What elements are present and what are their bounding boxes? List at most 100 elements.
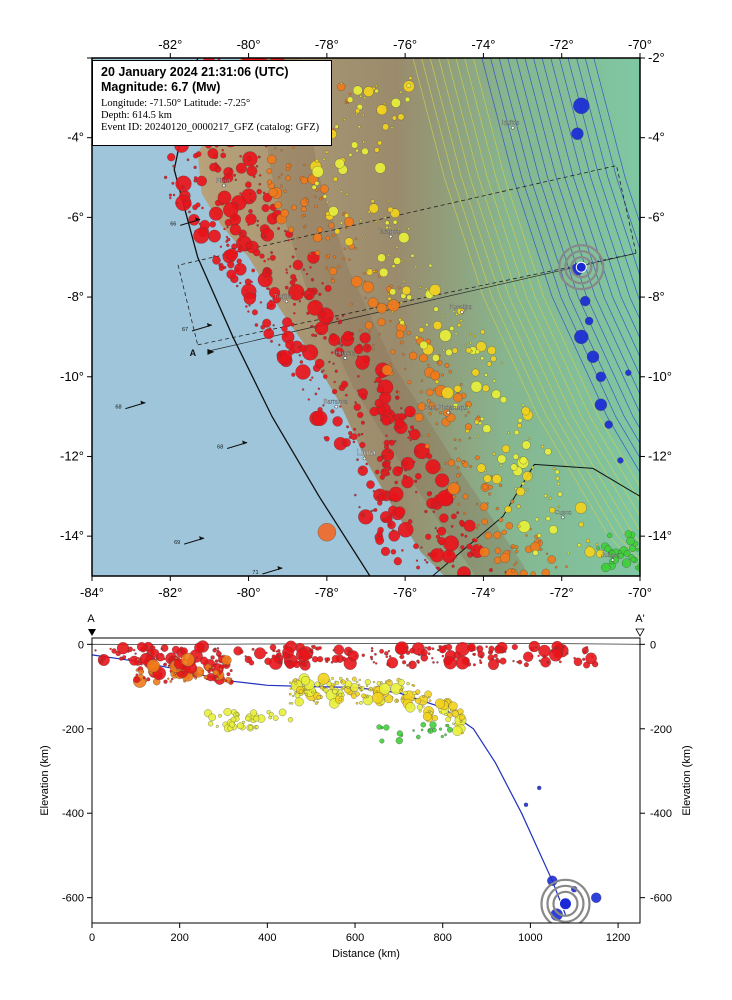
quake-marker <box>407 436 410 440</box>
quake-marker <box>461 460 465 464</box>
section-quake <box>523 802 529 807</box>
quake-marker <box>395 246 399 249</box>
quake-marker <box>463 519 476 532</box>
quake-marker <box>399 90 403 94</box>
bottom-lon-label: -82° <box>158 585 182 600</box>
quake-marker <box>299 360 304 364</box>
quake-marker <box>302 268 306 271</box>
quake-marker <box>380 546 391 556</box>
epicenter-marker <box>575 261 587 273</box>
quake-marker <box>474 357 477 360</box>
quake-marker <box>318 197 322 201</box>
quake-marker <box>368 203 379 214</box>
quake-marker <box>475 341 487 352</box>
quake-marker <box>356 458 359 462</box>
section-quake <box>359 688 362 691</box>
top-lon-label: -78° <box>315 37 339 52</box>
quake-marker <box>416 565 421 570</box>
hypocenter-ring <box>546 884 585 923</box>
section-quake <box>499 657 507 665</box>
quake-marker <box>459 519 465 525</box>
quake-marker <box>381 416 392 426</box>
slab-contour-line <box>584 58 640 251</box>
section-quake <box>460 712 464 716</box>
top-lon-label: -74° <box>471 37 495 52</box>
quake-marker <box>319 332 322 335</box>
quake-marker <box>514 545 519 550</box>
quake-marker <box>401 549 404 552</box>
section-quake <box>127 657 131 661</box>
quake-marker <box>424 558 427 562</box>
quake-marker <box>426 388 434 397</box>
quake-marker <box>328 317 333 322</box>
quake-marker <box>372 509 375 512</box>
section-quake <box>370 647 374 650</box>
quake-marker <box>399 340 404 345</box>
quake-marker <box>291 204 297 211</box>
section-quake <box>384 651 389 656</box>
city-marker <box>446 410 450 415</box>
section-quake <box>431 647 435 651</box>
section-quake <box>366 695 369 699</box>
section-quake <box>420 654 423 657</box>
quake-marker <box>555 476 560 481</box>
quake-marker <box>432 354 440 362</box>
quake-marker <box>474 537 478 540</box>
quake-marker <box>322 404 325 407</box>
quake-marker <box>354 247 358 250</box>
section-quake <box>298 655 303 660</box>
quake-marker <box>290 274 297 280</box>
quake-marker <box>484 532 492 540</box>
section-quake <box>134 652 137 655</box>
quake-marker <box>280 149 283 152</box>
quake-marker <box>253 248 261 257</box>
section-quake <box>269 644 277 651</box>
quake-marker <box>544 448 552 456</box>
section-y-tick-label-right: -400 <box>650 808 672 820</box>
quake-marker <box>280 209 289 218</box>
quake-marker <box>629 544 637 552</box>
section-quake <box>221 655 232 666</box>
quake-marker <box>259 253 265 259</box>
quake-marker <box>449 326 455 331</box>
section-quake <box>479 661 483 665</box>
section-quake <box>215 724 219 728</box>
quake-marker <box>388 522 392 527</box>
quake-marker <box>304 224 307 228</box>
quake-marker <box>362 113 365 117</box>
quake-marker <box>351 275 363 288</box>
quake-marker <box>344 213 350 218</box>
section-quake <box>401 697 404 700</box>
section-quake <box>291 694 295 698</box>
section-quake <box>245 715 251 722</box>
quake-marker <box>314 326 317 329</box>
quake-marker <box>451 513 457 520</box>
quake-marker <box>481 518 488 525</box>
quake-marker <box>366 345 370 349</box>
quake-marker <box>298 300 302 303</box>
section-quake <box>216 647 220 650</box>
quake-marker <box>388 362 392 366</box>
quake-marker <box>387 296 392 301</box>
quake-marker <box>225 235 229 239</box>
quake-marker <box>384 444 390 450</box>
section-quake <box>171 645 180 654</box>
quake-marker <box>492 379 496 383</box>
section-quake <box>406 646 409 649</box>
section-y-tick-label: -200 <box>62 724 84 736</box>
section-quake <box>99 659 104 664</box>
quake-marker <box>630 556 637 563</box>
quake-marker <box>339 405 342 408</box>
quake-marker <box>314 158 319 163</box>
quake-marker <box>340 380 349 389</box>
quake-marker <box>330 351 334 354</box>
quake-marker <box>480 416 485 421</box>
section-quake <box>416 734 421 740</box>
quake-marker <box>419 286 422 289</box>
section-quake <box>94 649 97 652</box>
section-quake <box>443 656 457 670</box>
quake-marker <box>381 364 393 376</box>
quake-marker <box>249 192 252 195</box>
quake-marker <box>193 165 197 170</box>
quake-marker <box>342 257 346 261</box>
